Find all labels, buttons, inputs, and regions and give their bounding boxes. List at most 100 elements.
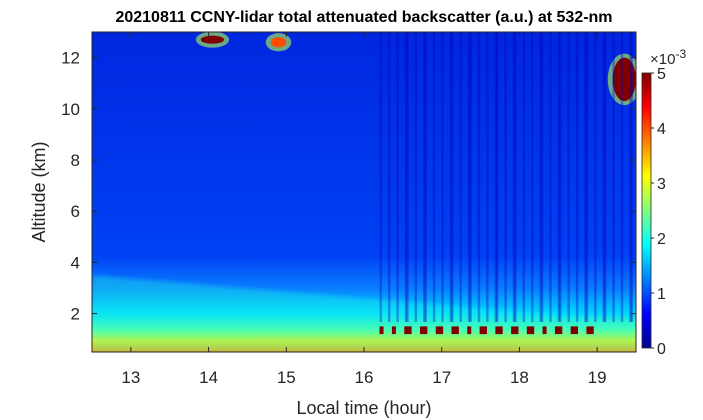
heatmap-cell-low-signal [630,32,634,322]
heatmap-cell-high-aerosol [574,326,579,335]
heatmap-cell-high-aerosol [423,326,428,335]
heatmap-cell-high-aerosol [586,326,591,335]
heatmap-cell-low-signal [432,32,436,322]
heatmap-cell-high-aerosol [514,326,519,335]
heatmap-cell-high-aerosol [407,326,412,335]
heatmap-cell-low-signal [512,32,516,322]
colorbar-tick-label: 3 [657,176,666,193]
heatmap-cell-low-signal [414,32,418,322]
heatmap-cell-high-aerosol [498,326,503,335]
heatmap-cell-low-signal [539,32,542,322]
y-axis-ticks: 2 4 6 8 10 12 [61,49,636,324]
heatmap-cell-high-aerosol [542,326,547,335]
colorbar-tick-label: 4 [657,121,666,138]
y-tick-label: 10 [61,100,80,119]
heatmap-cell-low-signal [629,32,632,322]
heatmap-cell-low-signal [406,32,409,322]
colorbar-tick-label: 0 [657,341,666,358]
heatmap-cell-low-signal [477,32,481,322]
heatmap-cell-low-signal [584,32,587,322]
heatmap-cell-low-signal [486,32,489,322]
colorbar-ticks: 0 1 2 3 4 5 [651,66,666,358]
heatmap-features [92,32,636,352]
heatmap-cell-low-signal [602,32,606,322]
heatmap-cell-low-signal [387,32,391,322]
heatmap-cell-low-signal [540,32,544,322]
heatmap-cell-low-signal [467,32,471,322]
heatmap-cell-high-aerosol [420,326,425,335]
heatmap-cell-low-signal [575,32,579,322]
heatmap-cloud [612,57,636,102]
heatmap-cell-low-signal [441,32,444,322]
heatmap-plot [92,32,636,352]
heatmap-cell-low-signal [559,32,562,322]
heatmap-cell-low-signal [494,32,498,322]
x-tick-label: 15 [277,368,296,387]
heatmap-cell-low-signal [557,32,561,322]
heatmap-cell-low-signal [567,32,570,322]
y-tick-label: 6 [71,202,80,221]
y-tick-label: 12 [61,49,80,68]
colorbar-tick-label: 1 [657,286,666,303]
heatmap-cell-low-signal [469,32,472,322]
heatmap-cell-low-signal [495,32,499,322]
heatmap-cell-low-signal [423,32,426,322]
heatmap-cell-low-signal [514,32,517,322]
heatmap-cell-low-signal [449,32,453,322]
heatmap-cell-low-signal [424,32,427,322]
heatmap-cloud [270,37,287,48]
heatmap-cell-high-aerosol [495,326,500,335]
heatmap-cell-low-signal [620,32,624,322]
heatmap-cell-low-signal [612,32,615,322]
heatmap-cell-low-signal [379,32,383,322]
heatmap-cell-high-aerosol [404,326,409,335]
x-tick-label: 19 [588,368,607,387]
colorbar [641,72,652,349]
x-axis-ticks: 13 14 15 16 17 18 19 [121,32,607,387]
heatmap-cell-low-signal [396,32,399,322]
heatmap-cell-low-signal [531,32,534,322]
heatmap-cell-high-aerosol [589,326,594,335]
heatmap-cell-high-aerosol [435,326,440,335]
heatmap-cell-low-signal [459,32,462,322]
heatmap-cell-high-aerosol [451,326,456,335]
colorbar-tick-label: 5 [657,66,666,83]
x-tick-label: 18 [510,368,529,387]
y-tick-label: 8 [71,151,80,170]
colorbar-exponent-base: ×10 [650,51,675,68]
heatmap-cell-high-aerosol [558,326,563,335]
heatmap-cell-high-aerosol [526,326,531,335]
x-tick-label: 14 [199,368,218,387]
x-tick-label: 17 [432,368,451,387]
x-tick-label: 13 [121,368,140,387]
heatmap-cell-high-aerosol [570,326,575,335]
colorbar-exponent-power: -3 [675,47,686,61]
heatmap-cell-high-aerosol [530,326,535,335]
heatmap-cell-low-signal [549,32,552,322]
y-tick-label: 2 [71,305,80,324]
x-tick-label: 16 [355,368,374,387]
heatmap-cell-low-signal [594,32,597,322]
colorbar-exponent: ×10-3 [650,47,686,68]
y-tick-label: 4 [71,253,80,272]
heatmap-cell-high-aerosol [439,326,444,335]
heatmap-cell-high-aerosol [511,326,516,335]
heatmap-cell-high-aerosol [482,326,487,335]
heatmap-cell-low-signal [504,32,507,322]
heatmap-cell-high-aerosol [379,326,384,335]
heatmap-cell-low-signal [603,32,607,322]
heatmap-cell-low-signal [585,32,589,322]
heatmap-cell-low-signal [451,32,454,322]
heatmap-cell-high-aerosol [454,326,459,335]
x-axis-label: Local time (hour) [296,398,431,418]
heatmap-cell-high-aerosol [391,326,396,335]
heatmap-cell-high-aerosol [467,326,472,335]
heatmap-cell-high-aerosol [479,326,484,335]
heatmap-cell-low-signal [404,32,408,322]
heatmap-cell-high-aerosol [554,326,559,335]
colorbar-tick-label: 2 [657,231,666,248]
y-axis-label: Altitude (km) [29,141,49,242]
heatmap-cell-low-signal [522,32,526,322]
heatmap-cloud [200,35,225,44]
